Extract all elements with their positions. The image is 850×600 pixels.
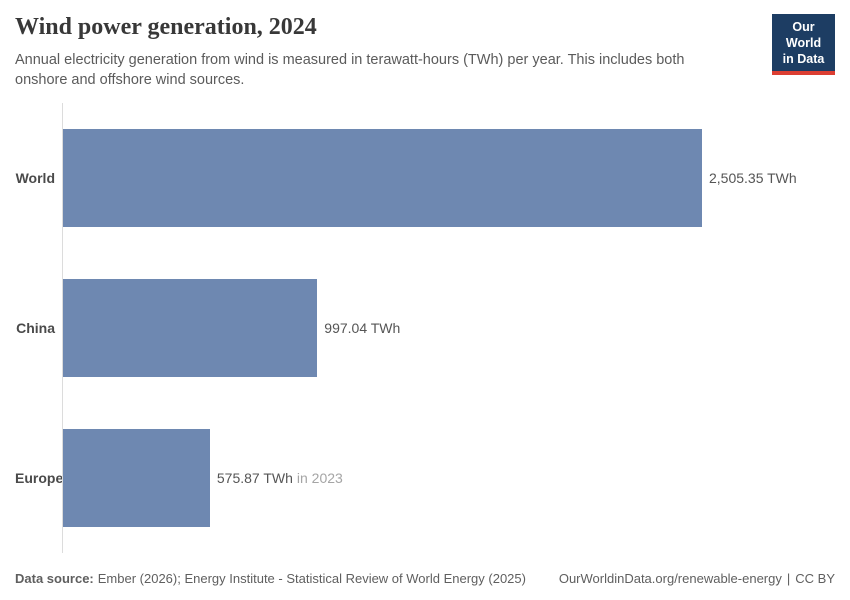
- value-label: 2,505.35 TWh: [709, 170, 797, 186]
- bar-world[interactable]: [63, 129, 702, 227]
- time-notice: in 2023: [296, 470, 343, 486]
- footer-links: OurWorldinData.org/renewable-energy | CC B…: [559, 571, 835, 586]
- data-source-note: Data source: Ember (2026); Energy Institu…: [15, 571, 526, 586]
- bar-area: 575.87 TWh in 2023: [62, 403, 835, 553]
- footer-separator: |: [786, 571, 791, 586]
- owid-logo-line2: in Data: [782, 52, 825, 66]
- bar-china[interactable]: [63, 279, 318, 377]
- chart-subtitle: Annual electricity generation from wind …: [15, 51, 685, 88]
- chart-row: China 997.04 TWh: [15, 253, 835, 403]
- owid-url-link[interactable]: OurWorldinData.org/renewable-energy: [558, 571, 782, 586]
- license-link[interactable]: CC BY: [795, 571, 835, 586]
- bar-area: 2,505.35 TWh: [62, 103, 835, 253]
- chart-row: World 2,505.35 TWh: [15, 103, 835, 253]
- bar-chart: World 2,505.35 TWh China 997.04 TWh Europe 57…: [15, 103, 835, 553]
- data-source-text: Ember (2026); Energy Institute - Statist…: [97, 571, 526, 586]
- entity-label: China: [16, 320, 55, 336]
- page-title: Wind power generation, 2024: [15, 14, 317, 40]
- owid-logo-line1: Our World: [785, 20, 822, 50]
- owid-logo[interactable]: Our World in Data: [772, 14, 835, 75]
- value-label: 997.04 TWh: [324, 320, 401, 336]
- chart-row: Europe 575.87 TWh in 2023: [15, 403, 835, 553]
- entity-label: Europe: [15, 470, 64, 486]
- data-source-label: Data source:: [15, 571, 94, 586]
- value-label: 575.87 TWh in 2023: [216, 470, 343, 486]
- bar-europe[interactable]: [63, 429, 210, 527]
- entity-label: World: [15, 170, 55, 186]
- chart-footer: Data source: Ember (2026); Energy Institu…: [15, 571, 835, 586]
- bar-area: 997.04 TWh: [62, 253, 835, 403]
- chart-header: Wind power generation, 2024 Annual elect…: [0, 0, 850, 90]
